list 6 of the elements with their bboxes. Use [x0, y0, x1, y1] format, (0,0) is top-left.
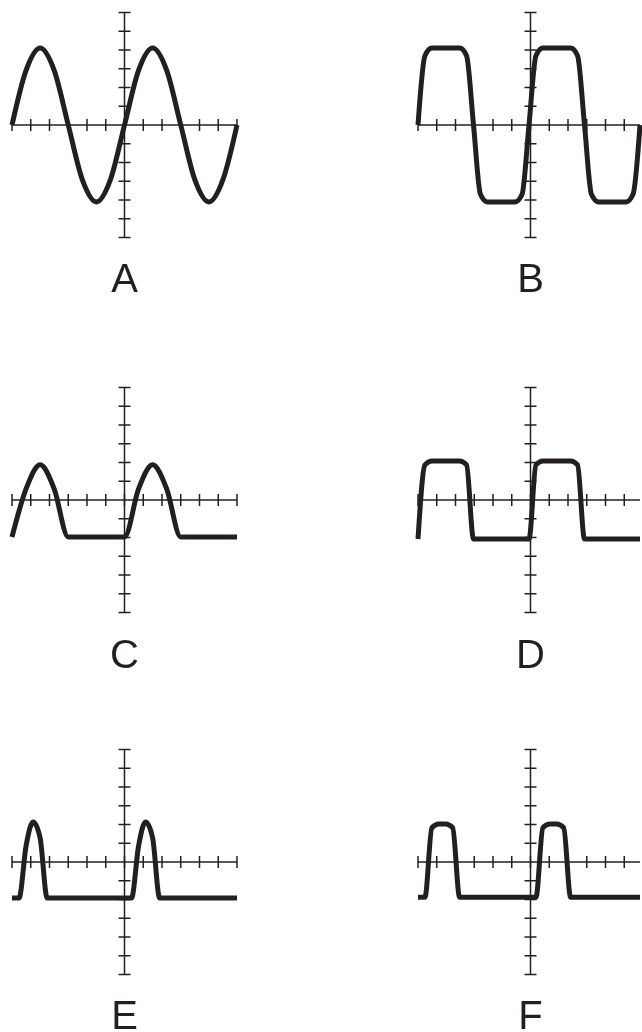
text: C [110, 632, 139, 676]
text: E [111, 993, 138, 1032]
text: F [518, 993, 543, 1032]
text: A [111, 256, 139, 300]
text: B [517, 256, 544, 300]
text: D [516, 632, 545, 676]
